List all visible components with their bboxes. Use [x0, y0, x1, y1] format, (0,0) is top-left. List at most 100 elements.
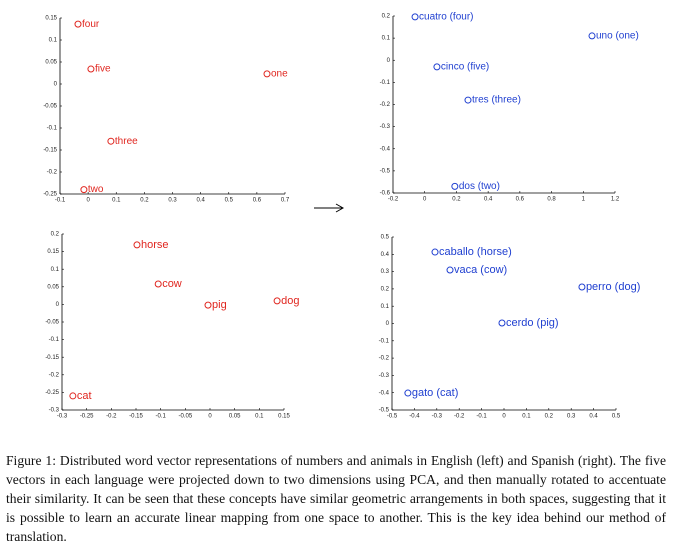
y-tick-label: 0.1 — [381, 304, 390, 310]
point — [69, 392, 77, 400]
y-tick-label: -0.15 — [45, 355, 59, 361]
point — [74, 20, 82, 28]
y-tick-label: 0 — [54, 82, 58, 88]
point-label: uno (one) — [596, 31, 639, 42]
y-tick-label: -0.05 — [45, 320, 59, 326]
y-tick-label: -0.2 — [379, 356, 390, 362]
point — [578, 283, 586, 291]
caption: Figure 1: Distributed word vector repres… — [6, 453, 666, 544]
x-tick-label: 0.4 — [589, 414, 598, 420]
x-tick-label: 0.6 — [253, 198, 262, 204]
x-tick-label: 0.1 — [112, 198, 121, 204]
y-tick-label: -0.25 — [45, 390, 59, 396]
x-tick-label: 0 — [502, 414, 506, 420]
point-label: dog — [281, 295, 299, 307]
point — [80, 186, 88, 194]
point — [154, 280, 162, 288]
point-label: cerdo (pig) — [506, 317, 559, 329]
x-tick-label: 0.3 — [168, 198, 177, 204]
x-tick-label: -0.05 — [178, 414, 192, 420]
point-label: cuatro (four) — [419, 12, 473, 23]
y-tick-label: -0.5 — [379, 408, 390, 414]
point-label: five — [95, 64, 111, 75]
y-tick-label: 0.5 — [381, 235, 390, 241]
y-tick-label: 0.1 — [382, 36, 391, 42]
y-tick-label: -0.2 — [47, 170, 58, 176]
y-tick-label: -0.1 — [47, 126, 58, 132]
y-tick-label: -0.4 — [380, 146, 391, 152]
y-tick-label: -0.25 — [43, 192, 57, 198]
x-tick-label: 0.1 — [255, 414, 264, 420]
y-tick-label: -0.1 — [380, 80, 391, 86]
arrow — [314, 203, 345, 213]
point-label: gato (cat) — [412, 387, 458, 399]
x-tick-label: -0.1 — [55, 198, 66, 204]
x-tick-label: 0.2 — [140, 198, 149, 204]
y-tick-label: 0.1 — [51, 267, 60, 273]
y-tick-label: -0.15 — [43, 148, 57, 154]
x-tick-label: 0.15 — [278, 414, 290, 420]
x-tick-label: -0.15 — [129, 414, 143, 420]
x-tick-label: 0.8 — [547, 197, 556, 203]
y-tick-label: -0.5 — [380, 168, 391, 174]
x-tick-label: 0.5 — [225, 198, 234, 204]
point-label: caballo (horse) — [439, 246, 512, 258]
point-label: two — [88, 184, 104, 195]
point-label: vaca (cow) — [454, 264, 507, 276]
figure: -0.1 0 0.1 0.2 0.3 0.4 0.5 0.6 0.7 -0.25 -0.2 -0.15… — [43, 12, 640, 420]
point — [411, 13, 419, 21]
x-tick-label: 0.7 — [281, 198, 290, 204]
y-tick-label: -0.6 — [380, 191, 391, 197]
y-tick-label: 0.15 — [47, 249, 59, 255]
y-tick-label: -0.4 — [379, 390, 390, 396]
x-tick-label: -0.2 — [454, 414, 465, 420]
point — [588, 32, 596, 40]
x-tick-label: 0.2 — [452, 197, 461, 203]
point — [433, 63, 441, 71]
point-label: horse — [141, 239, 169, 251]
y-tick-label: 0 — [386, 321, 390, 327]
point-label: pig — [212, 299, 227, 311]
y-tick-label: 0 — [387, 58, 391, 64]
x-tick-label: 0 — [208, 414, 212, 420]
x-tick-label: -0.2 — [388, 197, 399, 203]
point — [107, 137, 115, 145]
x-tick-label: -0.4 — [409, 414, 420, 420]
point — [87, 65, 95, 73]
x-tick-label: 0.5 — [612, 414, 621, 420]
y-tick-label: 0.3 — [381, 269, 390, 275]
y-tick-label: 0.15 — [45, 16, 57, 22]
point-label: four — [82, 19, 100, 30]
x-tick-label: -0.2 — [106, 414, 117, 420]
y-tick-label: 0.05 — [47, 284, 59, 290]
point-label: three — [115, 136, 138, 147]
x-tick-label: 1.2 — [611, 197, 620, 203]
point — [133, 241, 141, 249]
y-tick-label: 0 — [56, 302, 60, 308]
point-label: cow — [162, 278, 182, 290]
x-tick-label: -0.1 — [476, 414, 487, 420]
x-tick-label: 0 — [423, 197, 427, 203]
y-tick-label: -0.3 — [49, 408, 60, 414]
y-tick-label: -0.2 — [49, 372, 60, 378]
point — [498, 319, 506, 327]
y-tick-label: 0.2 — [382, 14, 391, 20]
point-label: cinco (five) — [441, 62, 489, 73]
x-tick-label: -0.3 — [57, 414, 68, 420]
point-label: cat — [77, 390, 92, 402]
point — [404, 389, 412, 397]
point — [446, 266, 454, 274]
y-tick-label: -0.1 — [379, 338, 390, 344]
x-tick-label: 0.2 — [545, 414, 554, 420]
point-label: tres (three) — [472, 95, 521, 106]
y-tick-label: 0.05 — [45, 60, 57, 66]
point-label: dos (two) — [459, 181, 500, 192]
point-label: perro (dog) — [586, 281, 640, 293]
point — [451, 182, 459, 190]
y-tick-label: -0.3 — [379, 373, 390, 379]
x-tick-label: 0.6 — [516, 197, 525, 203]
x-tick-label: 0.4 — [196, 198, 205, 204]
x-tick-label: -0.25 — [80, 414, 94, 420]
y-tick-label: -0.1 — [49, 337, 60, 343]
